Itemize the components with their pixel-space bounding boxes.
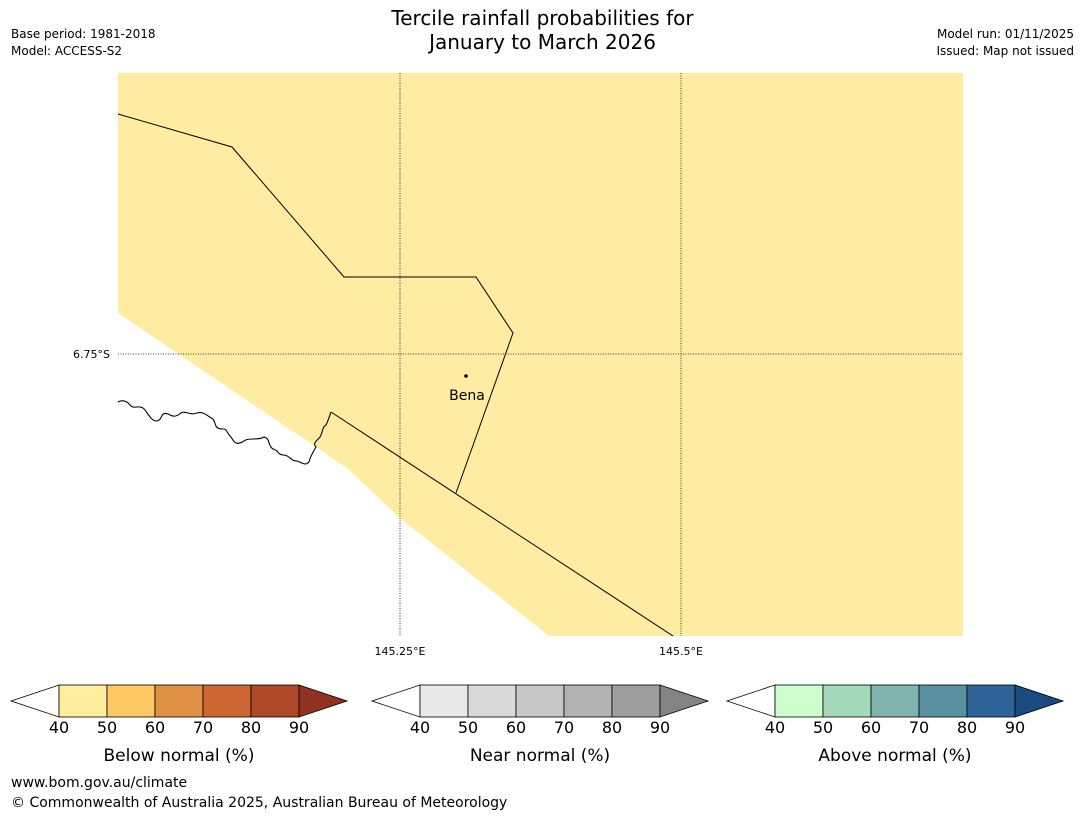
legend-tick-label: 60 xyxy=(861,718,881,737)
legend-swatch xyxy=(467,684,517,718)
legend-tick-label: 70 xyxy=(909,718,929,737)
legend-tick-label: 50 xyxy=(813,718,833,737)
base-period: Base period: 1981-2018 xyxy=(11,27,156,41)
latitude-label: 6.75°S xyxy=(73,348,110,361)
issued-status: Issued: Map not issued xyxy=(936,44,1074,58)
coastline xyxy=(117,400,332,465)
legend-swatch xyxy=(563,684,613,718)
legend-extend-right xyxy=(1014,684,1065,718)
legend-tick-label: 80 xyxy=(602,718,622,737)
legend-swatch xyxy=(918,684,968,718)
legend-tick-label: 60 xyxy=(145,718,165,737)
legend-title: Above normal (%) xyxy=(818,746,971,766)
legend-tick-label: 50 xyxy=(458,718,478,737)
legend-swatch xyxy=(106,684,156,718)
legend-swatch xyxy=(774,684,824,718)
meta-right: Model run: 01/11/2025 Issued: Map not is… xyxy=(936,26,1074,60)
legend-tick-label: 60 xyxy=(506,718,526,737)
legend-tick-label: 80 xyxy=(957,718,977,737)
legend-tick-label: 90 xyxy=(289,718,309,737)
legend-extend-right xyxy=(659,684,710,718)
legend-tick-label: 90 xyxy=(1005,718,1025,737)
legend-swatch xyxy=(154,684,204,718)
legend-panel: 40 50 60 70 80 90 Below normal (%) 40 50 60 70 80 9… xyxy=(9,684,1065,766)
legend-swatch xyxy=(515,684,565,718)
legend-swatch xyxy=(419,684,469,718)
legend-tick-label: 70 xyxy=(554,718,574,737)
map-title-line2: January to March 2026 xyxy=(429,30,656,54)
longitude-label-1: 145.25°E xyxy=(375,645,426,658)
legend-above-normal: 40 50 60 70 80 90 Above normal (%) xyxy=(725,684,1065,766)
legend-title: Near normal (%) xyxy=(470,746,610,766)
longitude-label-2: 145.5°E xyxy=(659,645,703,658)
legend-extend-left xyxy=(9,684,60,718)
district-boundary-north xyxy=(117,113,514,494)
legend-title: Below normal (%) xyxy=(104,746,255,766)
legend-extend-left xyxy=(370,684,421,718)
footer-url: www.bom.gov.au/climate xyxy=(11,775,188,791)
legend-tick-label: 70 xyxy=(193,718,213,737)
legend-tick-label: 40 xyxy=(765,718,785,737)
map-title-line1: Tercile rainfall probabilities for xyxy=(391,6,694,30)
legend-swatch xyxy=(58,684,108,718)
legend-extend-left xyxy=(725,684,776,718)
map-fill-region xyxy=(118,73,963,636)
legend-swatch xyxy=(202,684,252,718)
district-boundary-south xyxy=(330,411,674,637)
legend-tick-label: 40 xyxy=(410,718,430,737)
legend-near-normal: 40 50 60 70 80 90 Near normal (%) xyxy=(370,684,710,766)
legend-tick-label: 90 xyxy=(650,718,670,737)
legend-swatch xyxy=(966,684,1016,718)
legend-extend-right xyxy=(298,684,349,718)
meta-left: Base period: 1981-2018 Model: ACCESS-S2 xyxy=(11,26,156,60)
model-run: Model run: 01/11/2025 xyxy=(936,27,1074,41)
legend-tick-label: 80 xyxy=(241,718,261,737)
legend-swatch xyxy=(250,684,300,718)
legend-tick-label: 40 xyxy=(49,718,69,737)
legend-tick-label: 50 xyxy=(97,718,117,737)
legend-swatch xyxy=(822,684,872,718)
legend-swatch xyxy=(870,684,920,718)
map-title: Tercile rainfall probabilities for Janua… xyxy=(0,6,1085,54)
place-marker-bena xyxy=(464,374,468,378)
legend-below-normal: 40 50 60 70 80 90 Below normal (%) xyxy=(9,684,349,766)
footer-copyright: © Commonwealth of Australia 2025, Austra… xyxy=(11,795,508,811)
place-label-bena: Bena xyxy=(449,388,485,404)
model-name: Model: ACCESS-S2 xyxy=(11,44,123,58)
legend-swatch xyxy=(611,684,661,718)
